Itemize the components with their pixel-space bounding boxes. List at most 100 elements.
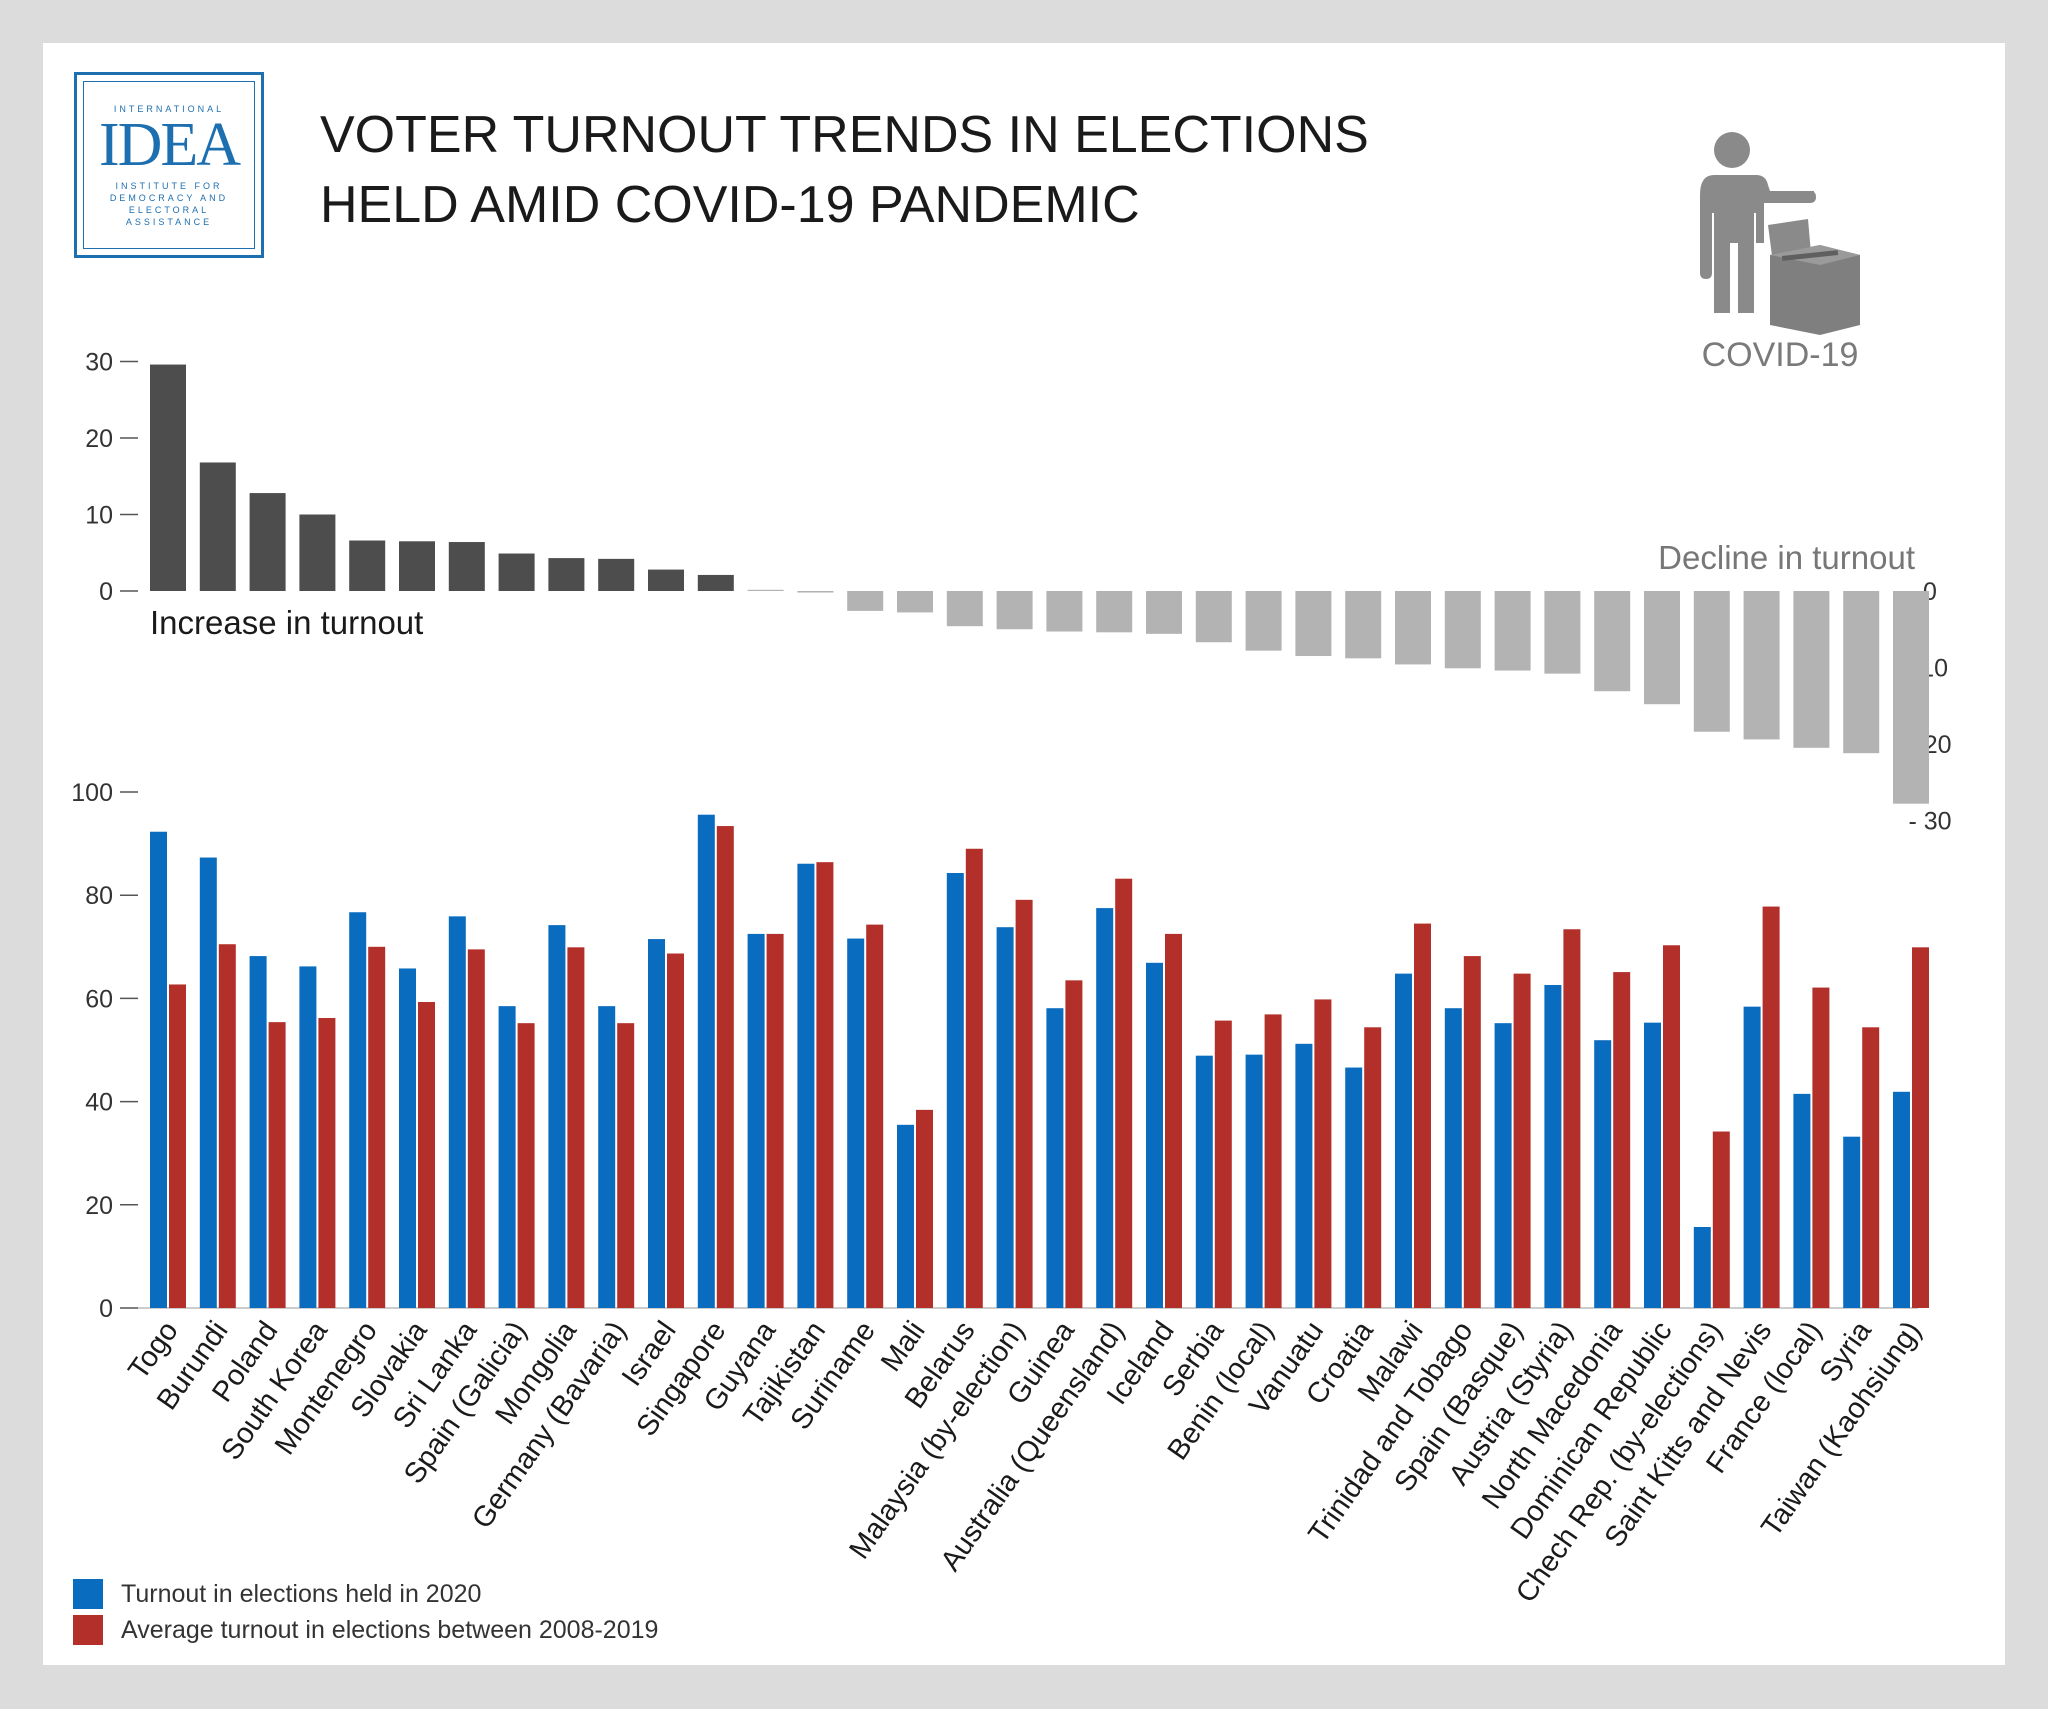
bar-average: [1214, 1020, 1232, 1308]
bar-average: [1712, 1131, 1730, 1308]
change-bar: [1843, 591, 1880, 754]
bar-average: [866, 924, 884, 1308]
bar-average: [169, 984, 186, 1308]
y-axis-label: 40: [85, 1089, 113, 1117]
left-axis-label: 30: [85, 349, 113, 377]
bar-average: [1414, 923, 1431, 1308]
bar-2020: [1444, 1008, 1462, 1308]
change-bar: [1096, 591, 1133, 633]
legend-label-average: Average turnout in elections between 200…: [121, 1615, 659, 1644]
y-axis-label: 20: [85, 1192, 113, 1220]
bar-2020: [1843, 1136, 1861, 1308]
covid-label: COVID-19: [1701, 336, 1859, 374]
idea-logo: INTERNATIONAL IDEA INSTITUTE FOR DEMOCRA…: [74, 72, 264, 258]
bar-2020: [847, 938, 865, 1308]
bar-average: [1115, 878, 1133, 1308]
change-bar: [448, 542, 485, 591]
bar-2020: [1096, 908, 1114, 1308]
change-bar: [598, 558, 635, 591]
bar-average: [1364, 1027, 1382, 1308]
change-bar: [1644, 591, 1680, 705]
bar-2020: [448, 916, 466, 1308]
bar-average: [268, 1022, 286, 1308]
bar-average: [1264, 1014, 1282, 1308]
bar-average: [1912, 947, 1929, 1308]
bar-2020: [946, 873, 964, 1308]
bar-2020: [1544, 984, 1562, 1308]
change-bar: [1345, 591, 1382, 659]
bar-average: [766, 933, 784, 1308]
bar-2020: [598, 1006, 616, 1308]
change-bar: [946, 591, 983, 627]
change-bar: [1245, 591, 1282, 651]
bar-average: [965, 848, 983, 1308]
change-bar: [249, 493, 286, 591]
change-bar: [797, 591, 834, 593]
change-bar: [1494, 591, 1531, 671]
logo-line: INSTITUTE FOR: [115, 181, 223, 191]
page-title: VOTER TURNOUT TRENDS IN ELECTIONS HELD A…: [320, 100, 1369, 240]
logo-wordmark: IDEA: [98, 111, 241, 179]
legend: Turnout in elections held in 2020 Averag…: [73, 1576, 658, 1648]
bar-average: [1165, 933, 1182, 1308]
bar-2020: [797, 863, 815, 1308]
left-axis-label: 0: [99, 578, 113, 606]
y-axis-label: 60: [85, 985, 113, 1013]
change-bar: [1195, 591, 1232, 643]
title-line-2: HELD AMID COVID-19 PANDEMIC: [320, 176, 1140, 234]
change-bar: [1046, 591, 1083, 632]
change-bar: [1295, 591, 1332, 657]
change-bar: [996, 591, 1033, 630]
bar-average: [916, 1109, 933, 1308]
change-bar: [1743, 591, 1780, 740]
bar-2020: [897, 1124, 914, 1308]
legend-swatch-average: [73, 1615, 103, 1645]
change-bar: [548, 558, 585, 591]
bar-2020: [648, 939, 665, 1308]
bar-2020: [1644, 1022, 1661, 1308]
logo-line: ELECTORAL: [128, 205, 210, 215]
bar-average: [667, 953, 684, 1308]
y-axis-label: 100: [71, 779, 113, 807]
logo-top-text: INTERNATIONAL: [113, 104, 225, 114]
bar-average: [1513, 973, 1531, 1308]
bar-average: [1663, 945, 1680, 1308]
bar-2020: [1245, 1054, 1263, 1308]
bar-2020: [697, 814, 715, 1308]
bar-average: [318, 1018, 336, 1308]
logo-line: ASSISTANCE: [125, 217, 213, 227]
change-bar: [1893, 591, 1929, 804]
legend-swatch-2020: [73, 1579, 103, 1609]
bar-2020: [299, 966, 317, 1308]
bar-average: [517, 1023, 535, 1308]
bar-average: [567, 947, 585, 1308]
bar-average: [617, 1023, 635, 1308]
bar-average: [1314, 999, 1332, 1308]
change-bar: [199, 462, 236, 591]
increase-annotation: Increase in turnout: [150, 604, 423, 641]
bar-average: [418, 1002, 435, 1308]
bar-average: [1613, 972, 1631, 1308]
bar-2020: [548, 925, 566, 1308]
change-bar: [1693, 591, 1730, 732]
bar-2020: [1494, 1023, 1512, 1308]
bar-2020: [1793, 1093, 1811, 1308]
bar-2020: [498, 1006, 516, 1308]
bar-2020: [1594, 1040, 1612, 1308]
bar-2020: [1395, 973, 1412, 1308]
change-bar: [299, 514, 336, 591]
change-bar: [498, 553, 535, 591]
bar-2020: [996, 927, 1014, 1308]
legend-item-2020: Turnout in elections held in 2020: [73, 1576, 658, 1612]
bar-average: [816, 862, 834, 1308]
bar-2020: [747, 933, 765, 1308]
bar-average: [467, 949, 485, 1308]
bar-2020: [1195, 1055, 1213, 1308]
change-bar: [349, 540, 386, 591]
change-bar: [897, 591, 933, 613]
bar-2020: [1146, 962, 1163, 1308]
change-bar: [847, 591, 884, 611]
bar-average: [1463, 956, 1481, 1308]
bar-2020: [150, 831, 167, 1308]
bar-average: [716, 826, 734, 1308]
